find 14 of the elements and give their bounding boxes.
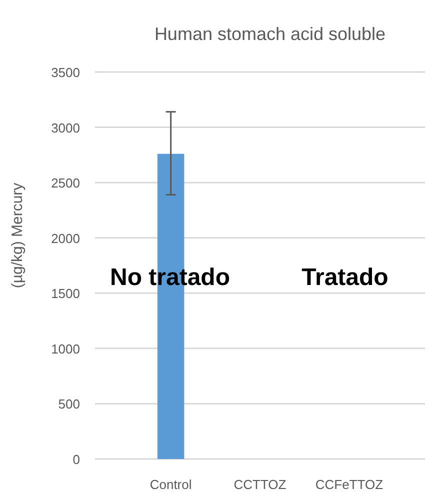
y-tick-label: 500 [58,396,80,412]
chart-title: Human stomach acid soluble [154,24,386,44]
y-tick-label: 1500 [51,286,80,302]
y-tick-label: 0 [72,452,80,467]
y-tick-label: 2000 [51,230,80,246]
x-tick-label: CCFeTTOZ [315,477,384,492]
y-tick-label: 1000 [51,341,80,356]
y-tick-label: 3000 [51,120,80,136]
annotation: Tratado [302,264,388,291]
y-tick-label: 2500 [51,176,80,191]
y-tick-label: 3500 [51,65,80,80]
x-tick-label: Control [150,477,192,492]
x-tick-label: CCTTOZ [234,477,286,492]
y-axis-title: (µg/kg) Mercury [9,182,26,288]
